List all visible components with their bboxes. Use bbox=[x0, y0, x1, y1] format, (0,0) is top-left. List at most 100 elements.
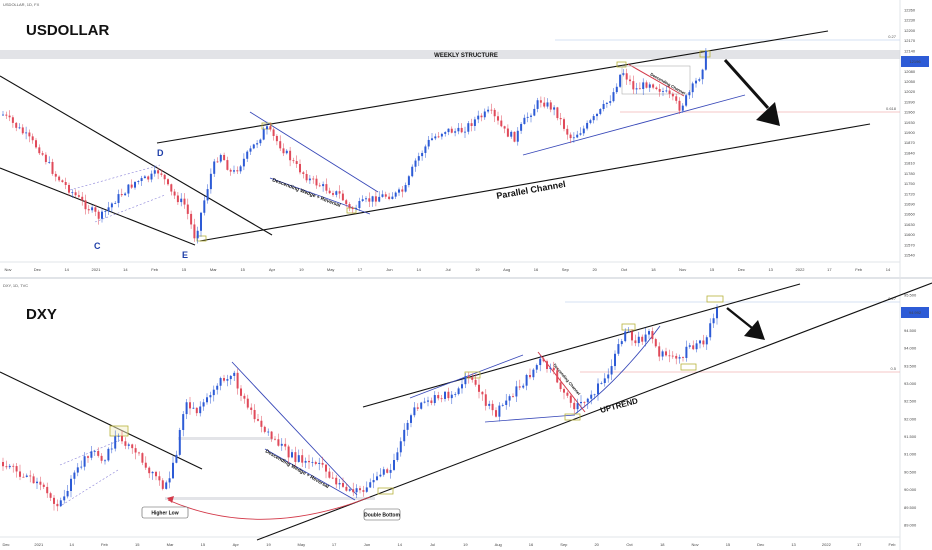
bottom-candle bbox=[223, 374, 225, 383]
top-date-tick: 2021 bbox=[92, 267, 102, 272]
top-candle bbox=[150, 170, 153, 183]
bottom-candle bbox=[488, 400, 491, 410]
top-date-tick: Sep bbox=[562, 267, 570, 272]
top-candle bbox=[424, 144, 427, 158]
top-date-tick: 19 bbox=[299, 267, 304, 272]
bottom-candle bbox=[515, 380, 518, 402]
bottom-candle bbox=[308, 454, 310, 469]
bottom-candle bbox=[287, 444, 290, 464]
bottom-candle bbox=[467, 372, 470, 384]
bottom-candle bbox=[386, 467, 389, 474]
top-candle bbox=[259, 138, 262, 146]
bottom-date-tick: Dec bbox=[2, 542, 9, 547]
bottom-candle bbox=[49, 491, 52, 502]
higher-low-curve-head bbox=[167, 496, 174, 503]
bottom-sep-box bbox=[564, 413, 581, 421]
weekly-structure-band bbox=[0, 50, 900, 59]
top-candle bbox=[246, 150, 249, 162]
bottom-date-tick: 15 bbox=[135, 542, 140, 547]
top-date-tick: Jul bbox=[445, 267, 450, 272]
top-date-tick: Dec bbox=[34, 267, 41, 272]
top-price-tick: 12170 bbox=[904, 38, 916, 43]
bottom-red-channel bbox=[537, 351, 586, 413]
top-candle bbox=[407, 174, 410, 188]
bottom-date-tick: Nov bbox=[692, 542, 699, 547]
top-date-tick: Jun bbox=[386, 267, 392, 272]
top-date-tick: 15 bbox=[240, 267, 245, 272]
bottom-candle bbox=[253, 404, 256, 423]
bottom-candle bbox=[433, 391, 436, 406]
top-candle bbox=[35, 138, 37, 149]
top-date-tick: 19 bbox=[475, 267, 480, 272]
top-candle bbox=[358, 197, 361, 212]
top-candle bbox=[662, 87, 664, 97]
top-candle bbox=[391, 192, 394, 200]
top-candle bbox=[61, 179, 64, 183]
top-candle bbox=[681, 103, 684, 113]
bottom-candle bbox=[311, 457, 314, 467]
top-candle bbox=[635, 82, 638, 94]
top-candle bbox=[312, 175, 315, 184]
top-price-tick: 11840 bbox=[904, 150, 916, 155]
top-candle bbox=[213, 158, 216, 177]
top-candle bbox=[110, 202, 113, 213]
bottom-jun-box bbox=[377, 487, 394, 495]
bottom-date-tick: 14 bbox=[398, 542, 403, 547]
bottom-candle bbox=[236, 368, 239, 395]
bottom-candle bbox=[277, 433, 280, 447]
top-candle bbox=[454, 128, 457, 137]
bottom-candle bbox=[348, 488, 351, 492]
top-candle bbox=[120, 188, 123, 197]
bottom-candle bbox=[474, 374, 477, 387]
top-candle bbox=[101, 209, 103, 223]
bottom-dashed-1 bbox=[59, 439, 121, 466]
top-price-tick: 12200 bbox=[904, 28, 916, 33]
bottom-candle bbox=[274, 436, 276, 441]
top-date-tick: 13 bbox=[768, 267, 773, 272]
top-candle bbox=[137, 180, 140, 185]
bottom-dashed-2 bbox=[61, 469, 119, 506]
top-candle bbox=[695, 77, 697, 88]
top-candle bbox=[381, 190, 384, 198]
bottom-candle bbox=[318, 457, 321, 471]
top-channel-lower bbox=[199, 123, 871, 242]
bottom-candle bbox=[314, 460, 317, 466]
bottom-candle bbox=[580, 395, 582, 409]
top-candle bbox=[652, 83, 655, 90]
top-candle bbox=[180, 193, 183, 207]
bottom-candle bbox=[406, 420, 409, 436]
top-candle bbox=[698, 77, 701, 82]
bottom-candle bbox=[189, 396, 191, 415]
top-date-tick: 17 bbox=[827, 267, 832, 272]
bottom-candle bbox=[593, 393, 596, 400]
bottom-candle bbox=[117, 433, 120, 442]
top-date-tick: Nov bbox=[679, 267, 686, 272]
bottom-symbol-meta: DXY, 1D, TVC bbox=[3, 283, 28, 288]
top-candle bbox=[130, 179, 133, 189]
bottom-price-tick: 89.000 bbox=[904, 523, 917, 528]
bottom-candle bbox=[634, 334, 637, 347]
bottom-candle bbox=[15, 463, 18, 478]
top-candle bbox=[282, 143, 285, 157]
bottom-candle bbox=[376, 471, 378, 481]
top-candle bbox=[553, 105, 556, 116]
top-candle bbox=[236, 166, 239, 175]
top-candle bbox=[21, 124, 24, 135]
higher-low-curve bbox=[167, 496, 371, 520]
bottom-wedge-upper bbox=[231, 361, 358, 496]
bottom-date-tick: Sep bbox=[560, 542, 568, 547]
bottom-candle bbox=[56, 499, 59, 512]
bottom-candle bbox=[484, 389, 487, 411]
bottom-candle bbox=[637, 331, 640, 347]
wave-d-label: D bbox=[157, 148, 164, 158]
bottom-candle bbox=[25, 473, 28, 478]
bottom-date-tick: 15 bbox=[201, 542, 206, 547]
top-candle bbox=[483, 108, 486, 120]
bottom-candle bbox=[362, 485, 365, 497]
top-price-tick: 11540 bbox=[904, 253, 916, 258]
top-candle bbox=[411, 164, 414, 178]
top-candle bbox=[615, 83, 618, 94]
top-candle bbox=[348, 202, 351, 212]
bottom-candle bbox=[70, 475, 72, 498]
